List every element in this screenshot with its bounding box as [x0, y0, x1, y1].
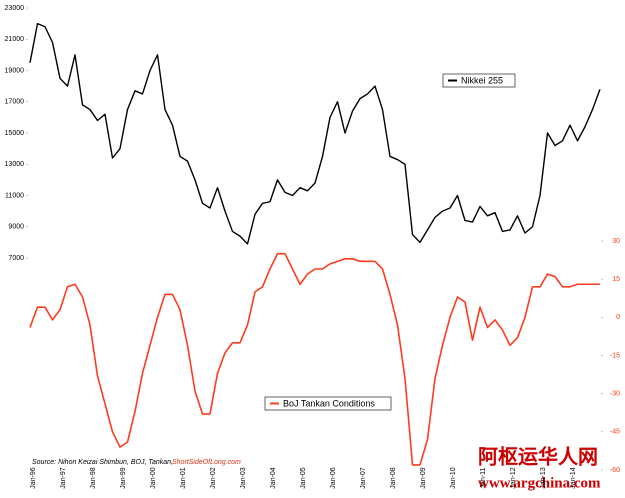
x-tick-label: Jan-98: [90, 467, 97, 489]
x-tick-label: Jan-13: [540, 467, 547, 489]
y2-tick-label: -45: [610, 429, 620, 436]
series-line: [29, 22, 601, 245]
x-tick-label: Jan-09: [420, 467, 427, 489]
y-tick-label: 11000: [5, 192, 24, 199]
x-tick-label: Jan-04: [270, 467, 277, 489]
x-tick-label: Jan-00: [150, 467, 157, 489]
x-tick-label: Jan-12: [510, 467, 517, 489]
x-tick-label: Jan-97: [60, 467, 67, 489]
y-tick-label: 15000: [5, 130, 25, 137]
x-tick-label: Jan-06: [330, 467, 337, 489]
y2-tick-label: -30: [610, 391, 620, 398]
x-tick-label: Jan-01: [180, 467, 187, 489]
source-link: ShortSideOfLong.com: [172, 459, 241, 466]
y-tick-label: 21000: [5, 36, 25, 43]
legend-label: Nikkei 255: [461, 75, 503, 85]
x-tick-label: Jan-99: [120, 467, 127, 489]
legend-box: [264, 396, 392, 411]
x-tick-label: Jan-05: [300, 467, 307, 489]
x-tick-label: Jan-96: [30, 467, 37, 489]
y2-tick-label: -60: [610, 467, 620, 474]
watermark-url: www.argchina.com: [478, 475, 601, 491]
watermark: 阿枢运华人网: [478, 445, 598, 469]
x-tick-label: Jan-07: [360, 467, 367, 489]
x-tick-label: Jan-10: [450, 467, 457, 489]
x-tick-label: Jan-02: [210, 467, 217, 489]
y-tick-label: 7000: [8, 255, 24, 262]
y2-tick-label: 0: [616, 314, 620, 321]
x-tick-label: Jan-11: [480, 467, 487, 488]
y-tick-label: 9000: [8, 224, 24, 231]
y-tick-label: 17000: [5, 99, 25, 106]
series-line: [29, 252, 600, 466]
y-tick-label: 23000: [5, 5, 25, 12]
y-tick-label: 19000: [5, 67, 25, 74]
x-tick-label: Jan-03: [240, 467, 247, 489]
legend-box: [442, 73, 516, 88]
y-tick-label: 13000: [5, 161, 25, 168]
source: Source: Nihon Keizai Shimbun, BOJ, Tanka…: [32, 459, 173, 466]
legend-label: BoJ Tankan Conditions: [283, 398, 375, 408]
x-tick-label: Jan-14: [570, 467, 577, 489]
x-tick-label: Jan-08: [390, 467, 397, 489]
y2-tick-label: -15: [610, 352, 620, 359]
y2-tick-label: 30: [612, 238, 620, 245]
y2-tick-label: 15: [612, 276, 620, 283]
